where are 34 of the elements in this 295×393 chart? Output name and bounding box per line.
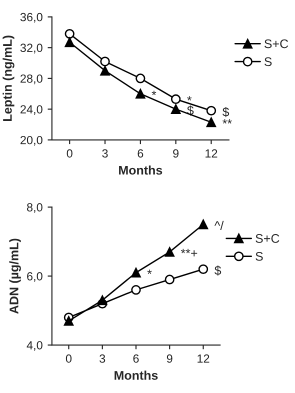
annotation: $ — [214, 265, 222, 276]
y-tick-label: 4,0 — [26, 341, 42, 351]
annotation: ** — [222, 119, 232, 124]
x-axis-title: Months — [119, 165, 162, 175]
y-tick-label: 24,0 — [20, 105, 42, 115]
y-tick-label: 32,0 — [20, 44, 42, 54]
annotation: * — [152, 90, 156, 96]
annotation: **+ — [180, 248, 198, 256]
y-axis-title: ADN (µg/mL) — [9, 238, 21, 314]
x-tick-label: 9 — [166, 354, 172, 363]
x-tick-label: 6 — [138, 149, 144, 158]
x-tick-label: 12 — [206, 149, 218, 158]
annotation: * — [187, 96, 192, 101]
y-tick-label: 8,0 — [26, 203, 42, 213]
y-axis-title: Leptin (ng/mL) — [2, 36, 14, 121]
y-tick-label: 36,0 — [20, 12, 42, 23]
x-tick-label: 9 — [173, 149, 179, 158]
legend-label: S — [264, 57, 272, 66]
x-tick-label: 6 — [133, 354, 139, 363]
x-tick-label: 0 — [66, 354, 72, 363]
y-tick-label: 20,0 — [20, 136, 42, 146]
y-tick-label: 6,0 — [27, 272, 42, 282]
legend-label: S+C — [256, 234, 280, 243]
annotation: * — [147, 270, 152, 274]
x-tick-label: 3 — [100, 354, 106, 363]
x-axis-title: Months — [114, 370, 158, 380]
x-tick-label: 3 — [102, 149, 108, 158]
annotation: ^/ — [214, 220, 224, 230]
annotation: $ — [222, 106, 230, 118]
legend-label: S — [256, 252, 263, 261]
y-tick-label: 28,0 — [20, 74, 42, 84]
legend-label: S+C — [264, 39, 288, 48]
x-tick-label: 12 — [198, 354, 210, 363]
x-tick-label: 0 — [66, 149, 72, 158]
